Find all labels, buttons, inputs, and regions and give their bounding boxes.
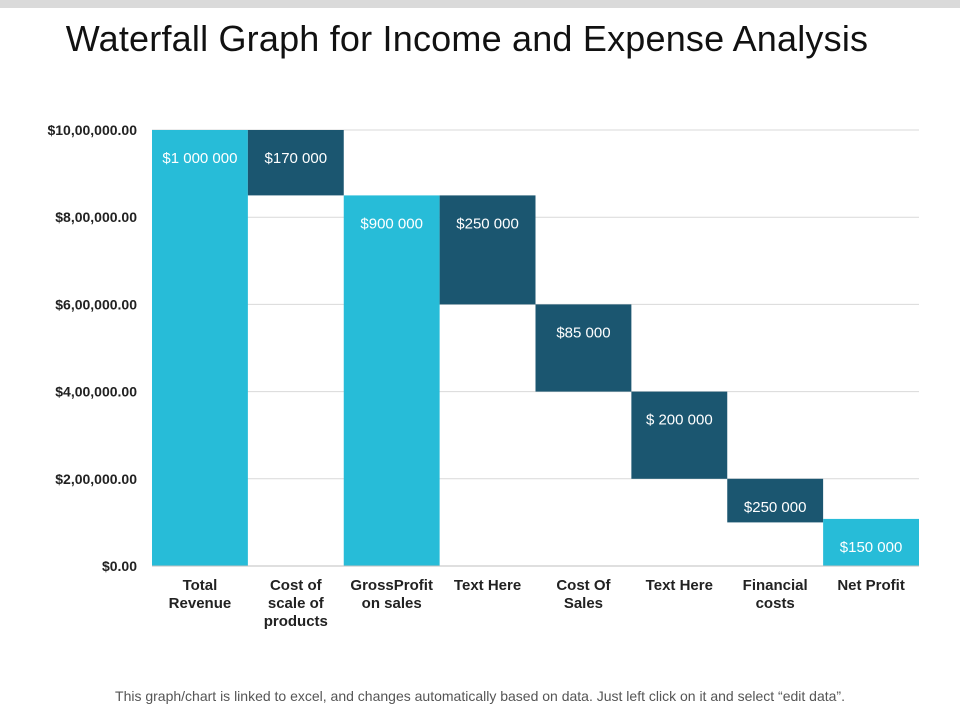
step-bar — [439, 195, 536, 305]
x-category-label: Text Here — [646, 577, 713, 594]
x-category-label: Cost of scale of products — [264, 577, 328, 630]
x-category-label: Financial costs — [743, 577, 808, 612]
x-category-label-line: Cost of — [270, 577, 323, 594]
x-category-label-line: on sales — [362, 595, 422, 612]
x-category-label: Text Here — [454, 577, 521, 594]
bar-data-label: $1 000 000 — [162, 150, 237, 167]
bar-data-label: $250 000 — [456, 215, 519, 232]
y-tick-label: $8,00,000.00 — [55, 209, 137, 225]
y-tick-label: $2,00,000.00 — [55, 471, 137, 487]
x-category-label: Cost Of Sales — [556, 577, 611, 612]
top-decorative-strip — [0, 0, 960, 8]
bar-data-label: $85 000 — [556, 324, 610, 341]
bar-data-label: $ 200 000 — [646, 412, 713, 429]
x-category-label: Total Revenue — [169, 577, 232, 612]
x-category-label-line: products — [264, 613, 328, 630]
step-bar — [535, 304, 632, 392]
x-category-label-line: Sales — [564, 595, 603, 612]
bar-data-label: $170 000 — [265, 150, 328, 167]
x-category-label-line: costs — [756, 595, 795, 612]
x-category-label: GrossProfit on sales — [350, 577, 433, 612]
y-tick-label: $0.00 — [102, 558, 137, 574]
bar-data-label: $900 000 — [360, 215, 423, 232]
x-category-label-line: Total — [183, 577, 218, 594]
x-category-label-line: scale of — [268, 595, 325, 612]
footnote: This graph/chart is linked to excel, and… — [115, 688, 845, 704]
x-category-label-line: Text Here — [454, 577, 521, 594]
x-category-label-line: GrossProfit — [350, 577, 433, 594]
x-category-label-line: Cost Of — [556, 577, 611, 594]
step-bar — [727, 478, 824, 523]
total-bar — [823, 518, 919, 566]
bar-data-label: $250 000 — [744, 499, 807, 516]
x-category-label-line: Revenue — [169, 595, 232, 612]
x-category-label-line: Financial — [743, 577, 808, 594]
total-bar — [152, 130, 248, 566]
y-tick-label: $10,00,000.00 — [47, 122, 137, 138]
step-bar — [631, 391, 728, 479]
bar-data-label: $150 000 — [840, 539, 903, 556]
x-category-label: Net Profit — [837, 577, 905, 594]
x-category-label-line: Net Profit — [837, 577, 905, 594]
x-category-label-line: Text Here — [646, 577, 713, 594]
y-tick-label: $4,00,000.00 — [55, 384, 137, 400]
total-bar — [343, 195, 440, 566]
y-tick-label: $6,00,000.00 — [55, 296, 137, 312]
step-bar — [247, 130, 344, 196]
page-title: Waterfall Graph for Income and Expense A… — [65, 18, 869, 59]
